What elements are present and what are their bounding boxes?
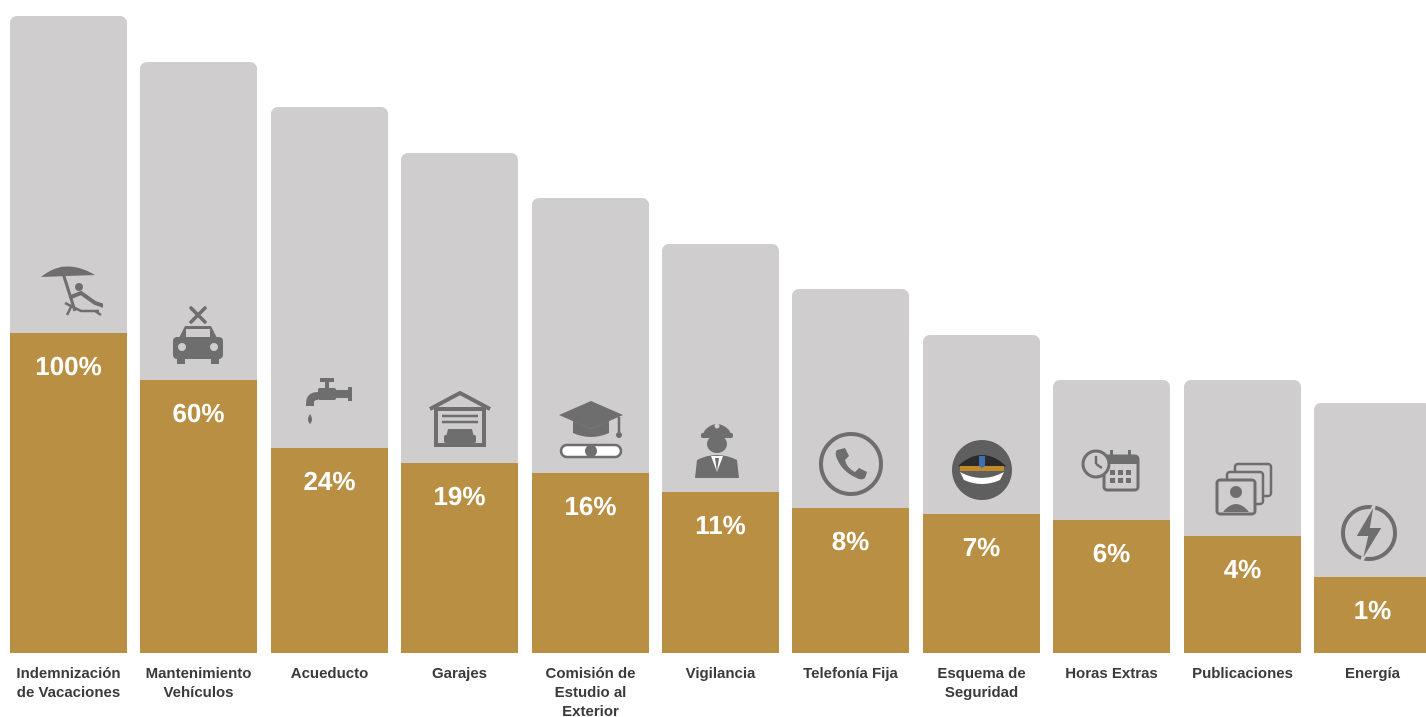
phone-icon (818, 431, 883, 496)
value-bar (140, 380, 257, 653)
value-bar (10, 333, 127, 653)
value-bar (1184, 535, 1301, 653)
value-label: 100% (35, 351, 102, 381)
category-label: Garajes (431, 665, 488, 682)
graduation-cap-icon (558, 400, 623, 458)
garage-icon (428, 390, 491, 447)
value-bar (1053, 520, 1170, 653)
value-label: 24% (303, 466, 356, 497)
category-label: Comisión de Estudio al Exterior (545, 665, 636, 717)
category-label: Esquema de Seguridad (937, 665, 1026, 701)
value-bar (401, 462, 518, 653)
ghost-value-label: 20% (1141, 200, 1195, 230)
lightning-bolt-icon (1340, 502, 1397, 564)
value-label: 19% (433, 480, 486, 511)
category-label: Energía (1344, 665, 1401, 682)
category-label: Telefonía Fija (803, 665, 898, 682)
calendar-clock-icon (1081, 449, 1139, 492)
police-cap-icon (951, 439, 1012, 500)
security-guard-icon (694, 423, 739, 479)
value-label: 11% (695, 510, 746, 541)
photo-gallery-icon (1215, 462, 1272, 516)
value-label: 8% (831, 525, 870, 556)
category-label: Indemnización de Vacaciones (16, 665, 121, 701)
category-label: Mantenimiento Vehículos (145, 665, 252, 701)
category-label: Acueducto (290, 665, 369, 682)
value-bar (662, 492, 779, 653)
car-repair-icon (172, 306, 223, 365)
value-bar (1314, 577, 1426, 653)
value-label: 60% (172, 398, 225, 429)
value-label: 4% (1223, 553, 1262, 584)
category-label: Vigilancia (685, 665, 756, 682)
value-bar (532, 472, 649, 653)
category-label: Publicaciones (1192, 665, 1293, 682)
value-bar (271, 448, 388, 653)
value-label: 6% (1092, 538, 1131, 569)
value-bar (923, 513, 1040, 653)
value-label: 16% (564, 490, 617, 521)
water-faucet-icon (305, 378, 352, 425)
value-label: 1% (1353, 595, 1392, 626)
category-label: Horas Extras (1065, 665, 1158, 682)
value-label: 7% (962, 531, 1001, 562)
beach-umbrella-icon (40, 266, 103, 317)
value-bar (792, 507, 909, 653)
